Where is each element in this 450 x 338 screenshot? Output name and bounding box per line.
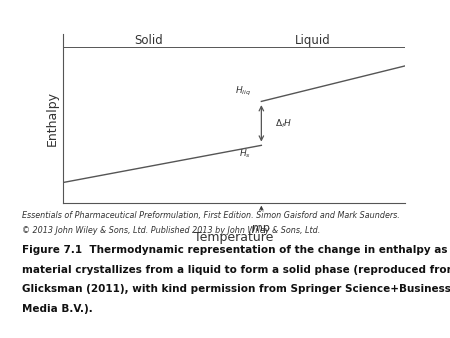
Text: $H_{liq}$: $H_{liq}$: [235, 85, 251, 98]
Text: mp: mp: [252, 223, 270, 233]
Text: Glicksman (2011), with kind permission from Springer Science+Business: Glicksman (2011), with kind permission f…: [22, 284, 450, 294]
Text: $\Delta_f H$: $\Delta_f H$: [275, 117, 292, 129]
Text: Solid: Solid: [134, 34, 163, 47]
Text: Figure 7.1  Thermodynamic representation of the change in enthalpy as a: Figure 7.1 Thermodynamic representation …: [22, 245, 450, 255]
Y-axis label: Enthalpy: Enthalpy: [46, 91, 59, 146]
Text: Essentials of Pharmaceutical Preformulation, First Edition. Simon Gaisford and M: Essentials of Pharmaceutical Preformulat…: [22, 211, 400, 220]
Text: $H_s$: $H_s$: [239, 147, 251, 160]
Text: Media B.V.).: Media B.V.).: [22, 304, 93, 314]
X-axis label: Temperature: Temperature: [194, 231, 274, 244]
Text: material crystallizes from a liquid to form a solid phase (reproduced from: material crystallizes from a liquid to f…: [22, 265, 450, 275]
Text: Liquid: Liquid: [295, 34, 331, 47]
Text: © 2013 John Wiley & Sons, Ltd. Published 2013 by John Wiley & Sons, Ltd.: © 2013 John Wiley & Sons, Ltd. Published…: [22, 226, 321, 236]
